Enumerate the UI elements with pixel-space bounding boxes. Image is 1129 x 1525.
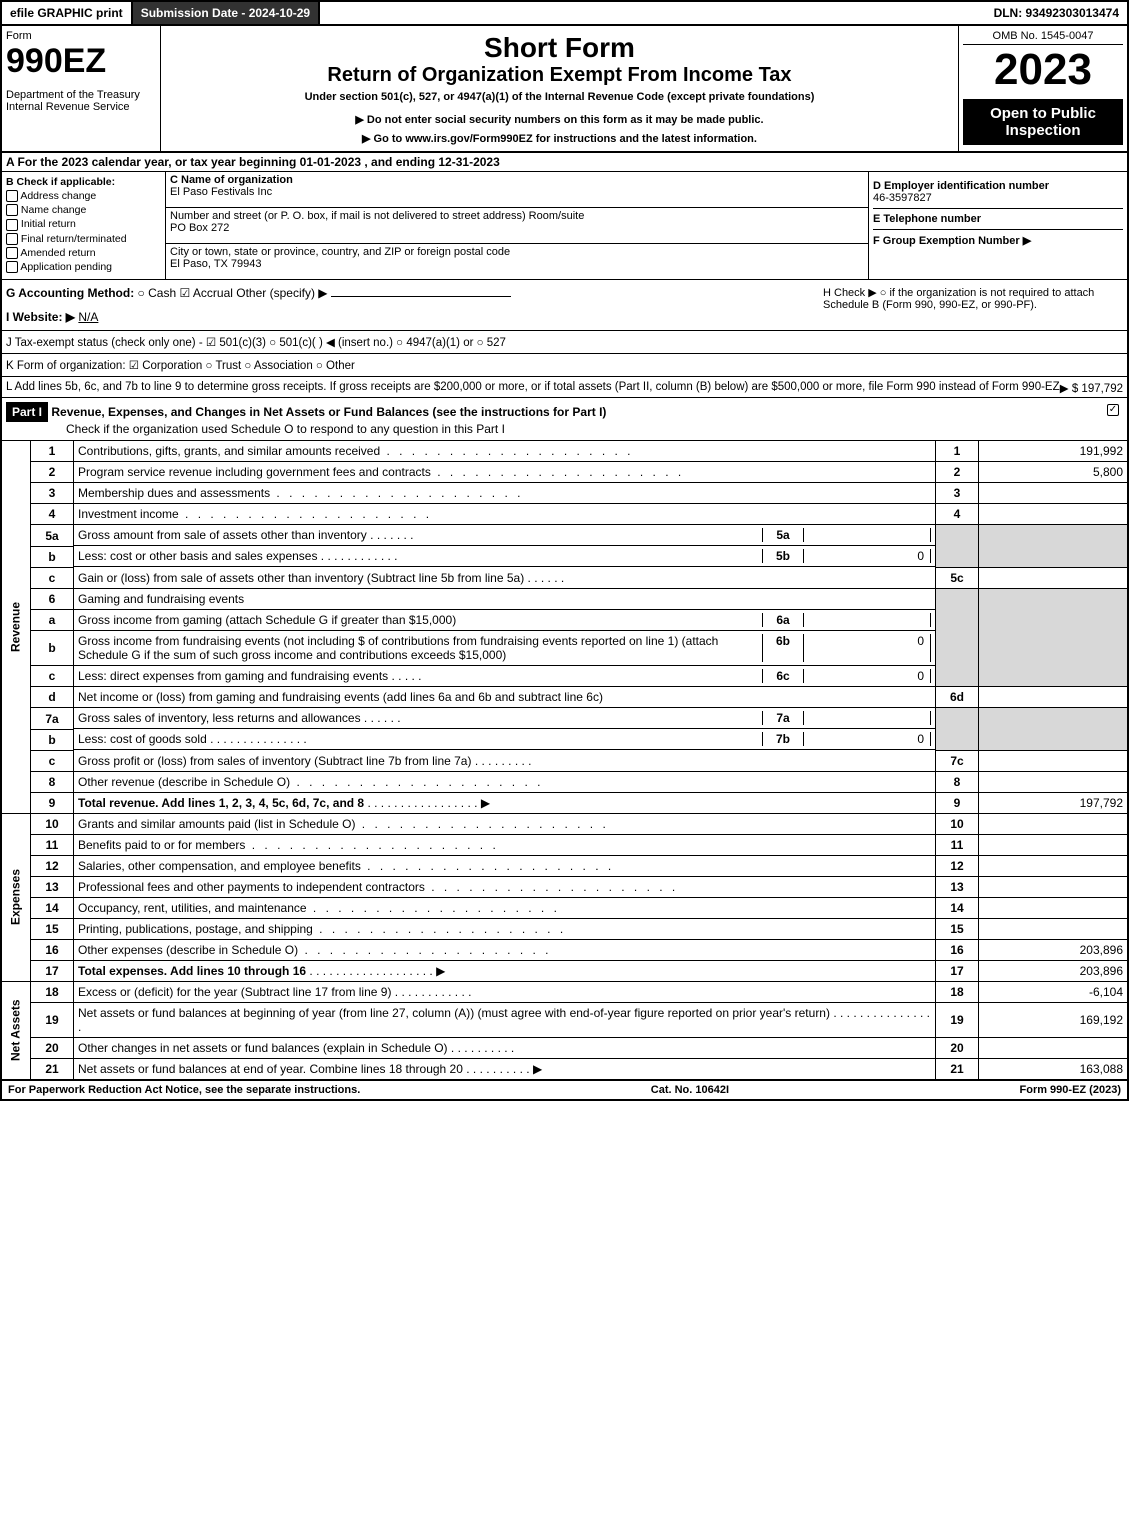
warn-goto: ▶ Go to www.irs.gov/Form990EZ for instru… — [167, 132, 952, 145]
line-19: 19Net assets or fund balances at beginni… — [1, 1002, 1128, 1037]
form-header: Form 990EZ Department of the Treasury In… — [0, 26, 1129, 153]
line-14: 14Occupancy, rent, utilities, and mainte… — [1, 897, 1128, 918]
section-f: F Group Exemption Number ▶ — [873, 230, 1123, 247]
line-6: 6Gaming and fundraising events — [1, 588, 1128, 609]
line-11: 11Benefits paid to or for members11 — [1, 834, 1128, 855]
chk-final-return[interactable]: Final return/terminated — [6, 233, 161, 245]
b-label: B Check if applicable: — [6, 176, 161, 188]
e-label: E Telephone number — [873, 213, 981, 225]
line-5a: 5a Gross amount from sale of assets othe… — [1, 525, 1128, 547]
org-name-row: C Name of organization El Paso Festivals… — [166, 172, 868, 208]
section-l: L Add lines 5b, 6c, and 7b to line 9 to … — [0, 377, 1129, 398]
expenses-sidebar: Expenses — [1, 813, 31, 981]
form-number: 990EZ — [6, 42, 156, 81]
org-addr-row: Number and street (or P. O. box, if mail… — [166, 208, 868, 244]
title-return: Return of Organization Exempt From Incom… — [167, 64, 952, 87]
section-a: A For the 2023 calendar year, or tax yea… — [0, 153, 1129, 172]
tax-year: 2023 — [963, 45, 1123, 95]
part1-label: Part I — [6, 402, 48, 422]
line-9: 9 Total revenue. Add lines 1, 2, 3, 4, 5… — [1, 792, 1128, 813]
line-20: 20Other changes in net assets or fund ba… — [1, 1037, 1128, 1058]
org-city: El Paso, TX 79943 — [170, 258, 262, 270]
entity-block: B Check if applicable: Address change Na… — [0, 172, 1129, 280]
header-right: OMB No. 1545-0047 2023 Open to Public In… — [958, 26, 1127, 151]
g-label: G Accounting Method: — [6, 286, 134, 300]
chk-initial-return[interactable]: Initial return — [6, 218, 161, 230]
top-bar-left: efile GRAPHIC print Submission Date - 20… — [2, 2, 320, 24]
d-label: D Employer identification number — [873, 180, 1049, 192]
header-center: Short Form Return of Organization Exempt… — [161, 26, 958, 151]
omb-number: OMB No. 1545-0047 — [963, 30, 1123, 45]
top-bar: efile GRAPHIC print Submission Date - 20… — [0, 0, 1129, 26]
line-21: 21Net assets or fund balances at end of … — [1, 1058, 1128, 1079]
line-5c: cGain or (loss) from sale of assets othe… — [1, 567, 1128, 588]
footer-left: For Paperwork Reduction Act Notice, see … — [8, 1084, 360, 1096]
line-4: 4Investment income 4 — [1, 504, 1128, 525]
part1-title: Revenue, Expenses, and Changes in Net As… — [51, 405, 606, 419]
section-j: J Tax-exempt status (check only one) - ☑… — [0, 331, 1129, 354]
line-13: 13Professional fees and other payments t… — [1, 876, 1128, 897]
efile-label: efile GRAPHIC print — [2, 2, 133, 24]
c-name-label: C Name of organization — [170, 174, 293, 186]
line-7c: cGross profit or (loss) from sales of in… — [1, 750, 1128, 771]
warn-ssn: ▶ Do not enter social security numbers o… — [167, 113, 952, 126]
c-city-label: City or town, state or province, country… — [170, 246, 510, 258]
c-addr-label: Number and street (or P. O. box, if mail… — [170, 210, 584, 222]
line-18: Net Assets 18Excess or (deficit) for the… — [1, 981, 1128, 1002]
footer-mid: Cat. No. 10642I — [651, 1084, 729, 1096]
part1-sub: Check if the organization used Schedule … — [66, 422, 505, 436]
form-label: Form — [6, 30, 156, 42]
line-6d: dNet income or (loss) from gaming and fu… — [1, 687, 1128, 708]
section-g: G Accounting Method: ○ Cash ☑ Accrual Ot… — [6, 286, 823, 324]
line-10: Expenses 10Grants and similar amounts pa… — [1, 813, 1128, 834]
line-1: Revenue 1 Contributions, gifts, grants, … — [1, 441, 1128, 462]
chk-name-change[interactable]: Name change — [6, 204, 161, 216]
revenue-sidebar: Revenue — [1, 441, 31, 813]
footer: For Paperwork Reduction Act Notice, see … — [0, 1080, 1129, 1101]
part1-table: Revenue 1 Contributions, gifts, grants, … — [0, 441, 1129, 1080]
chk-app-pending[interactable]: Application pending — [6, 261, 161, 273]
section-c: C Name of organization El Paso Festivals… — [166, 172, 868, 279]
dept-label: Department of the Treasury Internal Reve… — [6, 89, 156, 113]
header-left: Form 990EZ Department of the Treasury In… — [2, 26, 161, 151]
footer-right: Form 990-EZ (2023) — [1020, 1084, 1121, 1096]
title-short-form: Short Form — [167, 32, 952, 64]
section-k: K Form of organization: ☑ Corporation ○ … — [0, 354, 1129, 377]
website: N/A — [78, 310, 98, 324]
line-15: 15Printing, publications, postage, and s… — [1, 918, 1128, 939]
section-h: H Check ▶ ○ if the organization is not r… — [823, 286, 1123, 324]
f-label: F Group Exemption Number ▶ — [873, 235, 1031, 247]
line-12: 12Salaries, other compensation, and empl… — [1, 855, 1128, 876]
line-17: 17Total expenses. Add lines 10 through 1… — [1, 960, 1128, 981]
gh-block: G Accounting Method: ○ Cash ☑ Accrual Ot… — [0, 280, 1129, 331]
section-e: E Telephone number — [873, 209, 1123, 230]
section-d: D Employer identification number 46-3597… — [873, 176, 1123, 209]
line-2: 2Program service revenue including gover… — [1, 462, 1128, 483]
line-3: 3Membership dues and assessments 3 — [1, 483, 1128, 504]
submission-date: Submission Date - 2024-10-29 — [133, 2, 320, 24]
part1-title-cell: Part I Revenue, Expenses, and Changes in… — [2, 398, 1099, 440]
line-7a: 7a Gross sales of inventory, less return… — [1, 708, 1128, 730]
l-text: L Add lines 5b, 6c, and 7b to line 9 to … — [6, 381, 1060, 393]
line-8: 8Other revenue (describe in Schedule O) … — [1, 771, 1128, 792]
org-name: El Paso Festivals Inc — [170, 186, 272, 198]
org-addr: PO Box 272 — [170, 222, 229, 234]
netassets-sidebar: Net Assets — [1, 981, 31, 1079]
section-b: B Check if applicable: Address change Na… — [2, 172, 166, 279]
i-label: I Website: ▶ — [6, 310, 75, 324]
g-opts: ○ Cash ☑ Accrual Other (specify) ▶ — [138, 286, 328, 300]
chk-address-change[interactable]: Address change — [6, 190, 161, 202]
title-subtitle: Under section 501(c), 527, or 4947(a)(1)… — [167, 91, 952, 103]
open-inspection: Open to Public Inspection — [963, 99, 1123, 145]
org-city-row: City or town, state or province, country… — [166, 244, 868, 279]
line-16: 16Other expenses (describe in Schedule O… — [1, 939, 1128, 960]
dln: DLN: 93492303013474 — [986, 2, 1127, 24]
part1-check[interactable] — [1099, 398, 1127, 440]
chk-amended[interactable]: Amended return — [6, 247, 161, 259]
ein: 46-3597827 — [873, 192, 932, 204]
l-amt: ▶ $ 197,792 — [1060, 381, 1123, 395]
section-def: D Employer identification number 46-3597… — [868, 172, 1127, 279]
part1-header-row: Part I Revenue, Expenses, and Changes in… — [0, 398, 1129, 441]
